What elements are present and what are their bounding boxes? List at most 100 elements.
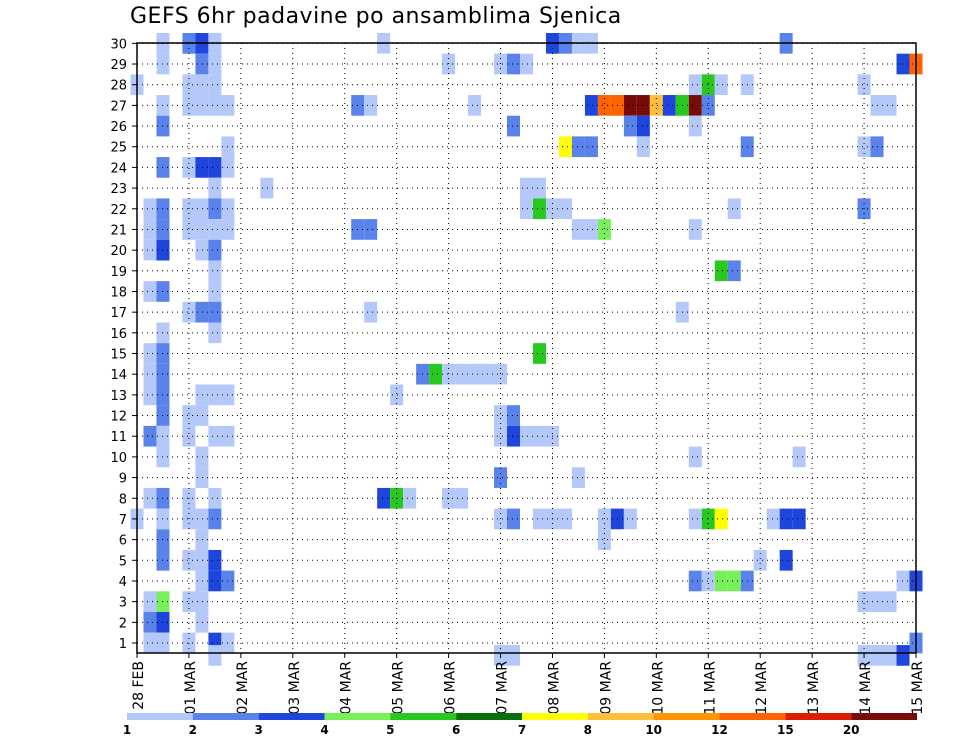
heatmap-cell: [584, 219, 598, 240]
heatmap-cell: [520, 425, 533, 447]
heatmap-cell: [442, 53, 456, 75]
heatmap-cell: [623, 95, 637, 116]
heatmap-cell: [468, 95, 482, 116]
heatmap-cell: [208, 74, 222, 96]
x-tick-label: 01 MAR: [183, 661, 199, 715]
colorbar-label: 12: [711, 723, 728, 737]
y-tick-label: 18: [110, 285, 127, 300]
heatmap-cell: [143, 219, 157, 240]
heatmap-cell: [532, 508, 546, 530]
heatmap-cell: [195, 446, 209, 468]
colorbar-swatch: [192, 713, 259, 720]
heatmap-cell: [507, 508, 521, 530]
heatmap-cell: [468, 363, 482, 385]
y-tick-label: 7: [119, 513, 127, 528]
y-tick-label: 1: [119, 637, 127, 652]
heatmap-cell: [208, 384, 222, 406]
heatmap-cell: [870, 645, 884, 666]
heatmap-cell: [857, 136, 871, 158]
heatmap-cell: [896, 570, 910, 592]
heatmap-cell: [507, 645, 521, 666]
x-tick-label: 08 MAR: [546, 661, 562, 715]
heatmap-cell: [883, 591, 897, 612]
heatmap-cell: [208, 198, 222, 220]
heatmap-cell: [403, 487, 417, 509]
y-tick-label: 8: [119, 492, 127, 507]
x-tick-label: 05 MAR: [391, 661, 407, 715]
heatmap-cell: [571, 467, 585, 488]
heatmap-cell: [195, 549, 209, 571]
heatmap-cell: [364, 95, 378, 116]
heatmap-cell: [182, 95, 196, 116]
x-tick-label: 10 MAR: [650, 661, 666, 715]
heatmap-cell: [532, 343, 546, 364]
heatmap-cell: [649, 95, 663, 116]
y-tick-label: 23: [110, 182, 127, 197]
heatmap-cell: [195, 219, 209, 240]
x-tick-label: 11 MAR: [702, 661, 718, 715]
heatmap-cell: [195, 611, 209, 633]
heatmap-cell: [364, 219, 378, 240]
heatmap-cell: [636, 136, 650, 158]
heatmap-cell: [896, 53, 910, 75]
heatmap-cell: [143, 281, 157, 302]
heatmap-cell: [182, 591, 196, 612]
heatmap-cell: [442, 363, 456, 385]
colorbar-swatch: [851, 713, 917, 720]
x-tick-label: 12 MAR: [754, 661, 770, 715]
heatmap-cell: [143, 384, 157, 406]
x-tick-label: 13 MAR: [806, 661, 822, 715]
y-tick-label: 26: [110, 120, 127, 135]
colorbar-swatch: [653, 713, 720, 720]
heatmap-cell: [208, 425, 222, 447]
heatmap-cell: [701, 570, 715, 592]
heatmap-cell: [195, 157, 209, 178]
colorbar-label: 5: [386, 723, 394, 737]
heatmap-cell: [208, 260, 222, 282]
heatmap-cell: [195, 53, 209, 75]
heatmap-cell: [195, 467, 209, 488]
y-axis: 1234567891011121314151617181920212223242…: [110, 37, 137, 652]
heatmap-cell: [208, 549, 222, 571]
heatmap-cell: [208, 53, 222, 75]
heatmap-cell: [688, 219, 702, 240]
heatmap-cell: [143, 611, 157, 633]
heatmap-cell: [208, 301, 222, 323]
heatmap-cell: [143, 239, 157, 261]
heatmap-cell: [571, 136, 585, 158]
heatmap-cell: [195, 301, 209, 323]
y-tick-label: 10: [110, 451, 127, 466]
y-tick-label: 6: [119, 534, 127, 549]
heatmap-cell: [507, 425, 521, 447]
heatmap-cell: [883, 645, 897, 666]
heatmap-cell: [558, 508, 572, 530]
x-tick-label: 07 MAR: [495, 661, 511, 715]
heatmap-cell: [701, 95, 715, 116]
heatmap-cell: [494, 363, 508, 385]
heatmap-cell: [182, 74, 196, 96]
heatmap-cell: [260, 177, 274, 199]
y-tick-label: 16: [110, 327, 127, 342]
heatmap-cell: [714, 74, 728, 96]
heatmap-cell: [182, 157, 196, 178]
colorbar-swatch: [522, 713, 588, 720]
heatmap-cell: [688, 508, 702, 530]
heatmap-cell: [143, 487, 157, 509]
y-tick-label: 9: [119, 472, 127, 487]
heatmap-cell: [584, 136, 598, 158]
colorbar-label: 1: [123, 723, 131, 737]
heatmap-cell: [597, 529, 611, 550]
heatmap-cell: [520, 198, 533, 220]
heatmap-cell: [455, 363, 469, 385]
heatmap-cell: [208, 219, 222, 240]
heatmap-cell: [558, 136, 572, 158]
chart-title: GEFS 6hr padavine po ansamblima Sjenica: [130, 4, 622, 29]
heatmap-cell: [364, 301, 378, 323]
heatmap-cell: [195, 508, 209, 530]
heatmap-cell: [494, 405, 508, 426]
colorbar-swatch: [390, 713, 457, 720]
x-tick-label: 04 MAR: [339, 661, 355, 715]
heatmap-cell: [195, 405, 209, 426]
colorbar-swatch: [258, 713, 325, 720]
heatmap-cell: [208, 645, 222, 666]
